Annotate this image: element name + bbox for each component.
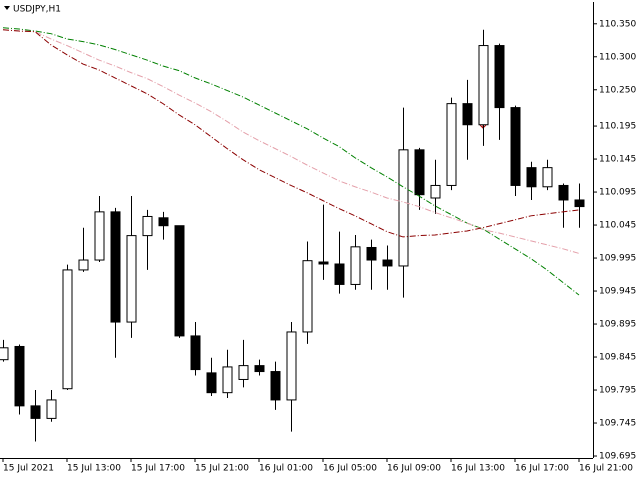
y-tick-label: 110.045 (599, 221, 636, 231)
candle-body (574, 199, 585, 208)
symbol-menu-icon[interactable] (4, 6, 10, 10)
y-tick-label: 109.945 (599, 287, 636, 297)
x-tick-label: 16 Jul 17:00 (515, 464, 569, 474)
candle-body (206, 372, 217, 394)
candle-body (414, 149, 425, 196)
candle-body (174, 225, 185, 337)
candle-body (494, 45, 505, 109)
y-tick-label: 109.795 (599, 386, 636, 396)
candle-body (270, 371, 281, 401)
candle-body (222, 366, 233, 394)
moving-average (2, 27, 580, 296)
moving-average (2, 29, 580, 254)
candle-body (78, 259, 89, 271)
y-tick-label: 109.895 (599, 320, 636, 330)
x-tick-label: 15 Jul 21:00 (195, 464, 249, 474)
x-tick-label: 15 Jul 2021 (3, 464, 54, 474)
candle-body (398, 149, 409, 267)
x-tick-label: 16 Jul 01:00 (259, 464, 313, 474)
candle-body (142, 215, 153, 237)
x-tick-label: 16 Jul 13:00 (451, 464, 505, 474)
candle-body (350, 246, 361, 285)
x-tick-label: 16 Jul 09:00 (387, 464, 441, 474)
candle-body (366, 246, 377, 261)
candle-body (94, 211, 105, 261)
candle-body (110, 211, 121, 323)
y-tick-label: 110.145 (599, 155, 636, 165)
candle-body (510, 107, 521, 186)
candle-body (158, 217, 169, 227)
chart-title: USDJPY,H1 (13, 5, 61, 15)
x-tick-label: 15 Jul 13:00 (67, 464, 121, 474)
candle-body (334, 263, 345, 285)
x-tick-label: 16 Jul 05:00 (323, 464, 377, 474)
y-tick-label: 110.300 (599, 52, 636, 62)
candle-body (254, 365, 265, 373)
candle-body (318, 261, 329, 265)
candle-body (558, 184, 569, 201)
candle-body (542, 167, 553, 188)
y-tick-label: 110.250 (599, 85, 636, 95)
y-tick-label: 109.695 (599, 452, 636, 462)
candle-body (62, 269, 73, 390)
candle-body (430, 184, 441, 199)
y-tick-label: 109.845 (599, 353, 636, 363)
candle-body (190, 335, 201, 371)
candle-body (46, 399, 57, 419)
candle-body (478, 45, 489, 126)
candle-body (462, 103, 473, 126)
candle-body (526, 167, 537, 188)
candle-body (0, 347, 9, 361)
candle-body (382, 259, 393, 267)
x-tick-label: 16 Jul 21:00 (579, 464, 633, 474)
candle-body (446, 103, 457, 186)
y-tick-label: 110.095 (599, 188, 636, 198)
y-tick-label: 109.745 (599, 419, 636, 429)
candle-body (30, 405, 41, 419)
x-tick-label: 15 Jul 17:00 (131, 464, 185, 474)
candle-body (126, 235, 137, 323)
candle-body (286, 331, 297, 401)
y-tick-label: 110.195 (599, 122, 636, 132)
candle-body (238, 365, 249, 380)
moving-average (2, 29, 580, 238)
candle-body (14, 345, 25, 407)
candle-body (302, 260, 313, 333)
y-tick-label: 110.350 (599, 19, 636, 29)
y-tick-label: 109.995 (599, 254, 636, 264)
